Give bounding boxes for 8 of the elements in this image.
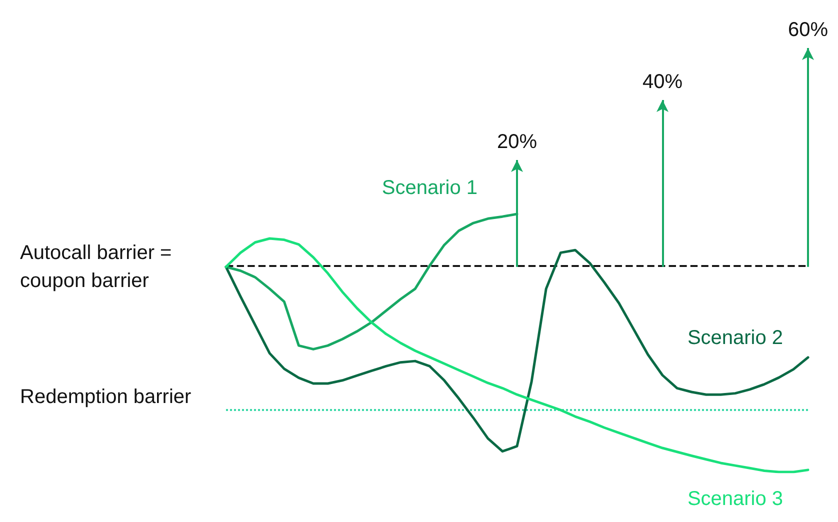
text: 40% <box>642 71 683 93</box>
series-label: Scenario 3 <box>687 488 784 510</box>
ref-line-label: Redemption barrier <box>20 386 192 408</box>
text: 60% <box>788 19 828 41</box>
series-label: Scenario 1 <box>382 177 478 200</box>
series-label: Scenario 2 <box>687 326 784 349</box>
text: 20% <box>496 131 538 153</box>
ref-line-label: Autocall barrier = coupon barrier <box>20 242 178 292</box>
